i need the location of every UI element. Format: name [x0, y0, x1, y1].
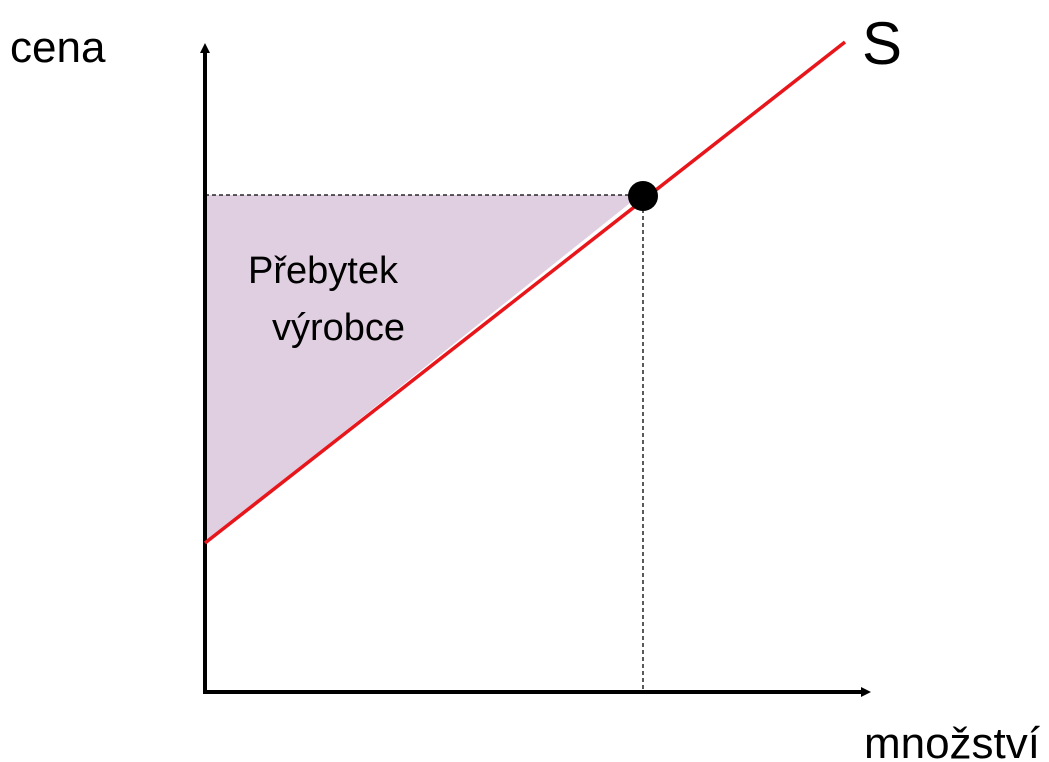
y-axis-label: cena — [10, 23, 106, 72]
x-axis-label: množství — [864, 719, 1041, 762]
area-label: Přebytek — [248, 250, 399, 292]
area-label: výrobce — [272, 307, 405, 349]
curve-label: S — [862, 10, 902, 77]
equilibrium-point — [628, 181, 658, 211]
supply-curve — [203, 40, 847, 545]
